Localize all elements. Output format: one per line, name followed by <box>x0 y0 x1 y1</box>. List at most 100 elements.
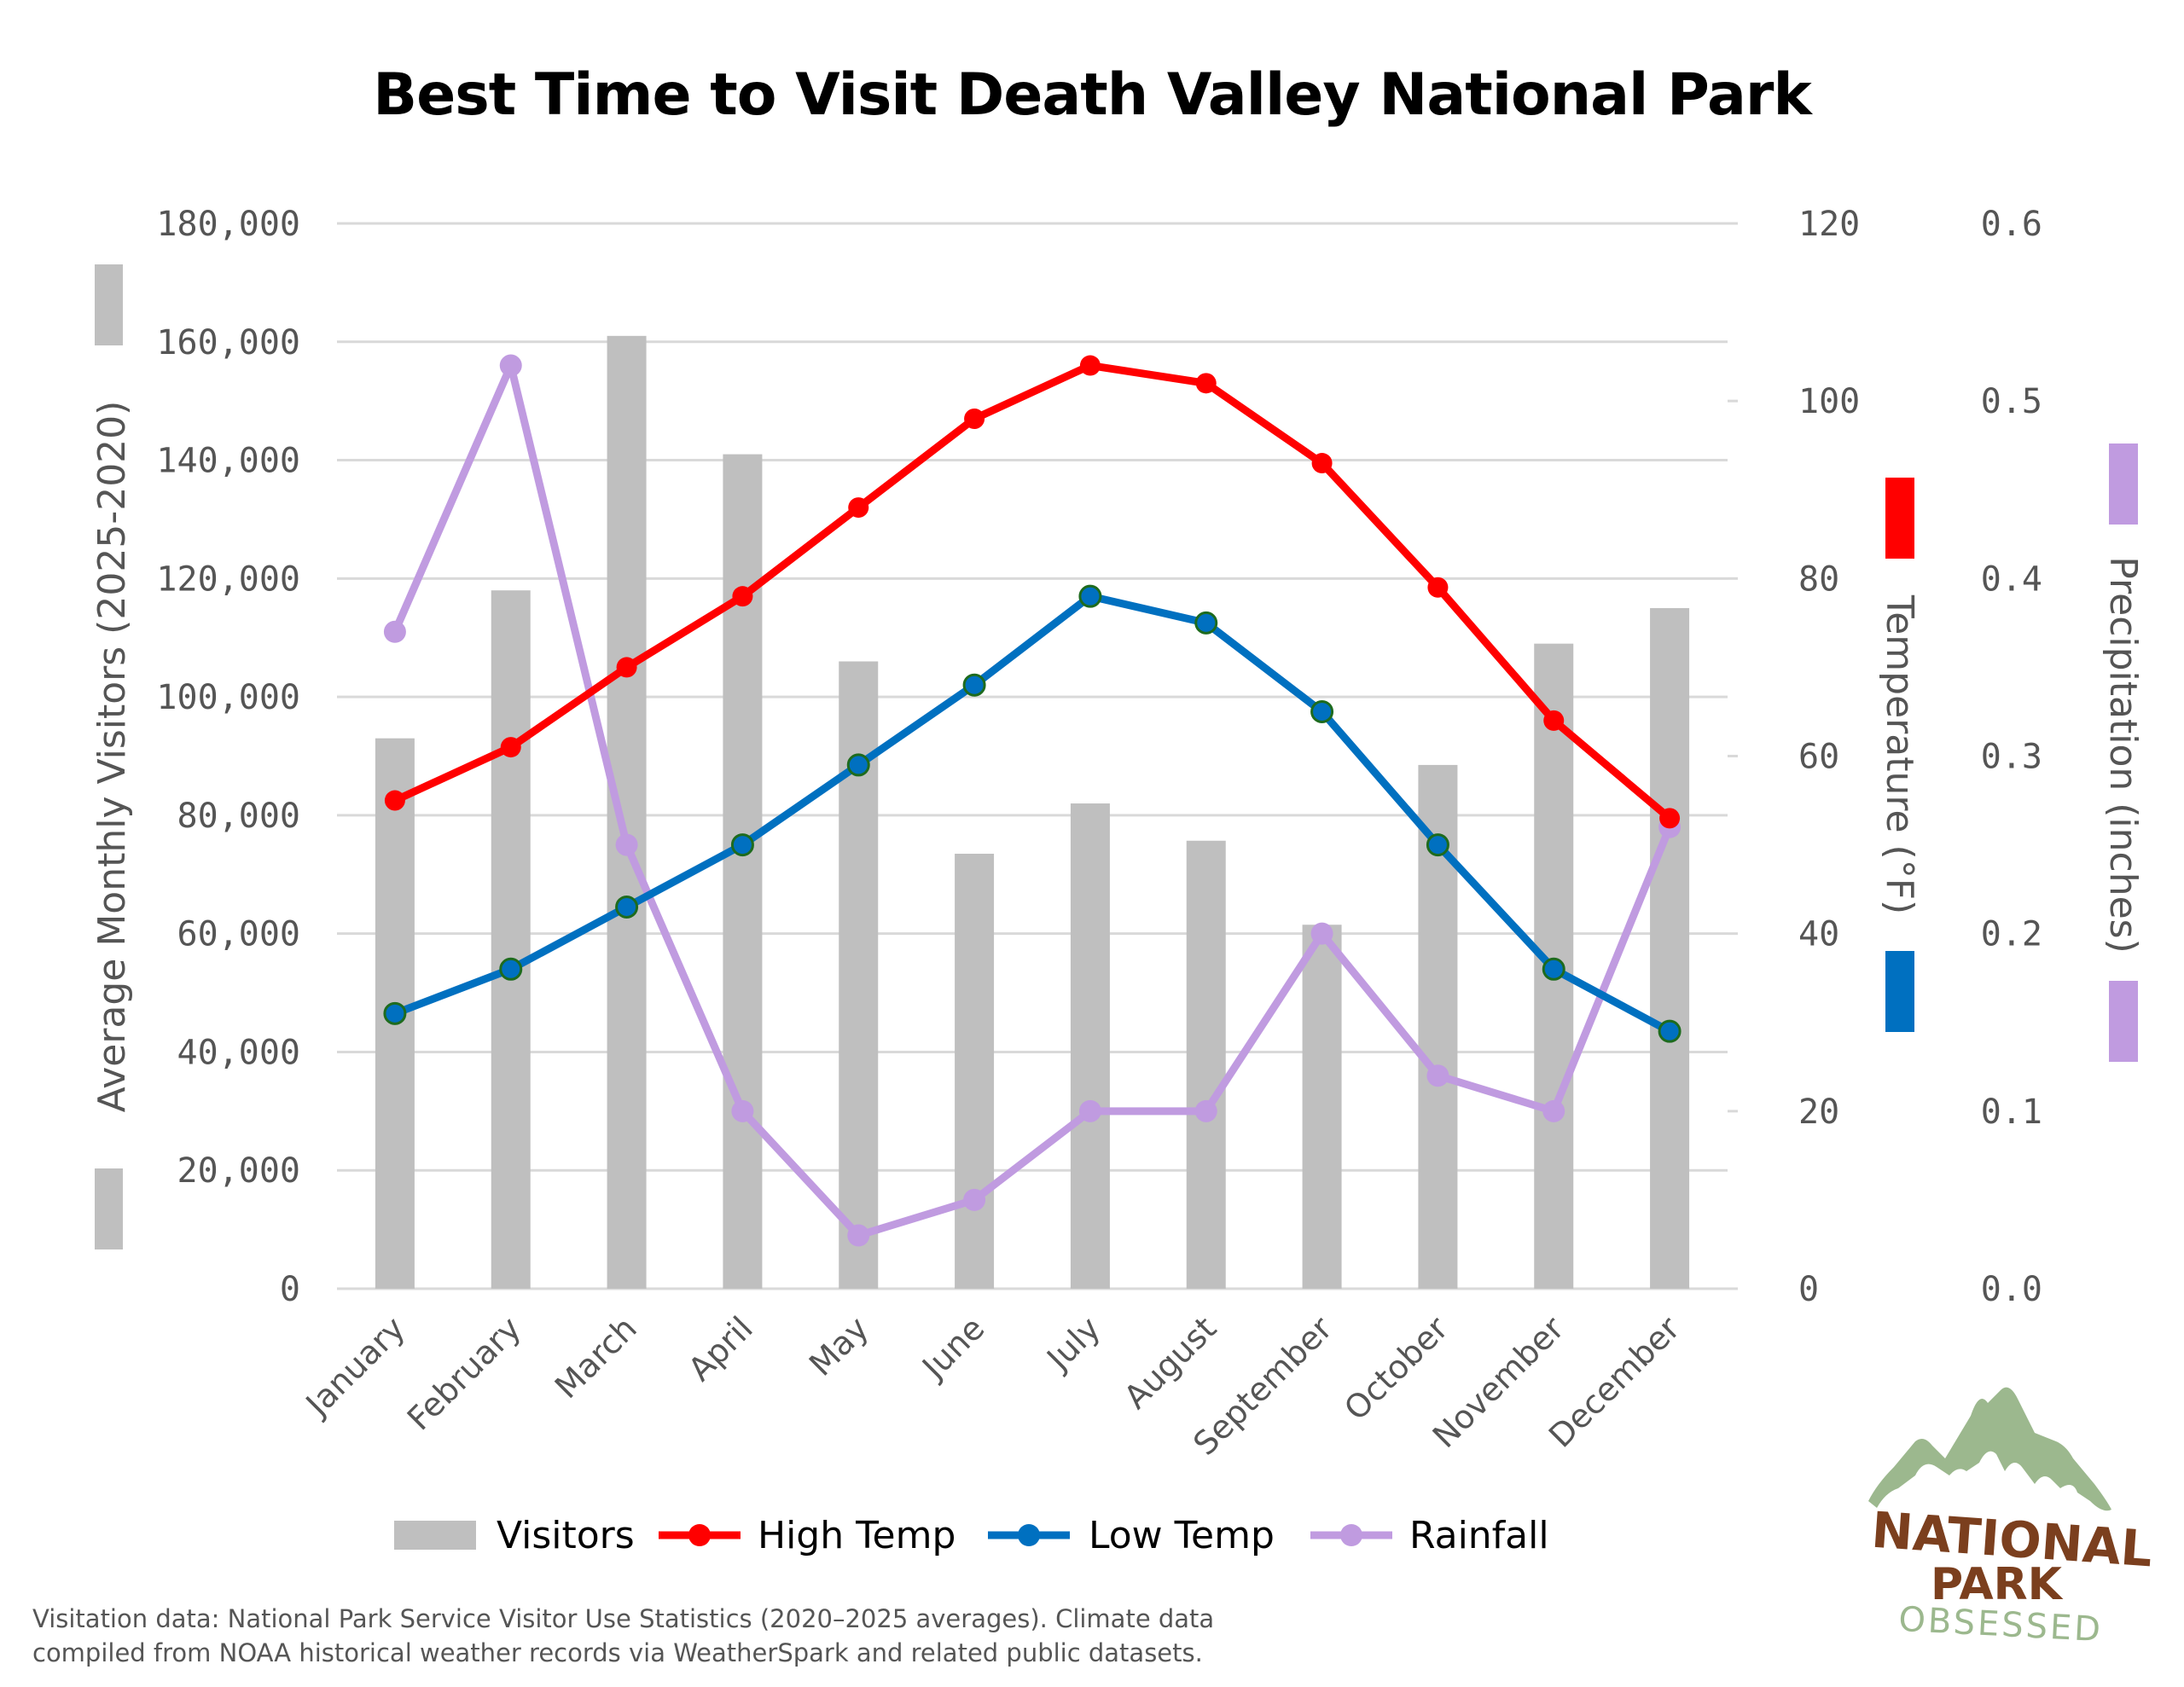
chart-title: Best Time to Visit Death Valley National… <box>373 61 1811 129</box>
precipitation-axis-ticks: 0.0 0.1 0.2 0.3 0.4 0.5 0.6 <box>1981 205 2042 1309</box>
legend-item-visitors[interactable]: Visitors <box>394 1514 635 1557</box>
low-temp-marker[interactable] <box>730 833 754 857</box>
visitor-bar[interactable] <box>723 454 763 1289</box>
left-tick-label: 60,000 <box>177 915 301 954</box>
visitors-swatch <box>394 1521 476 1550</box>
month-label: October <box>1337 1309 1455 1428</box>
precip-axis-marker-bottom <box>2109 981 2138 1062</box>
rainfall-marker[interactable] <box>847 1224 870 1247</box>
high-temp-marker[interactable] <box>384 790 405 811</box>
legend-item-rainfall[interactable]: Rainfall <box>1310 1514 1549 1557</box>
month-label: April <box>681 1309 760 1388</box>
left-tick-label: 180,000 <box>156 205 300 244</box>
left-tick-label: 0 <box>280 1270 300 1309</box>
line-series <box>383 354 1682 1247</box>
temperature-axis-ticks: 0 20 40 60 80 100 120 <box>1798 205 1860 1309</box>
low-temp-marker[interactable] <box>1658 1019 1682 1043</box>
source-footnote: Visitation data: National Park Service V… <box>32 1602 1214 1670</box>
high-temp-marker[interactable] <box>1427 577 1449 598</box>
left-tick-label: 140,000 <box>156 442 300 481</box>
legend-label-low-temp: Low Temp <box>1089 1514 1275 1557</box>
temp-tick-label: 120 <box>1798 205 1860 244</box>
visitor-bar[interactable] <box>491 590 531 1289</box>
high-temp-marker[interactable] <box>1659 808 1681 829</box>
low-temp-line <box>393 592 1672 1035</box>
month-label: May <box>802 1309 876 1383</box>
month-label: June <box>914 1309 991 1387</box>
low-temp-marker[interactable] <box>383 1001 407 1025</box>
precip-axis-marker-top <box>2109 443 2138 525</box>
rainfall-marker[interactable] <box>615 833 638 856</box>
low-temp-marker[interactable] <box>499 957 523 981</box>
high-temp-marker[interactable] <box>616 657 637 678</box>
logo-text-obsessed: OBSESSED <box>1897 1600 2104 1646</box>
rainfall-marker[interactable] <box>1542 1099 1565 1122</box>
visitor-bars <box>375 335 1690 1290</box>
high-temp-line <box>393 362 1672 821</box>
visitor-bar[interactable] <box>607 335 647 1290</box>
rainfall-marker[interactable] <box>731 1099 754 1122</box>
legend-item-low-temp[interactable]: Low Temp <box>988 1514 1275 1557</box>
low-temp-marker[interactable] <box>1194 611 1218 635</box>
high-temp-marker[interactable] <box>1079 355 1101 376</box>
visitors-axis-marker-bottom <box>95 1168 123 1249</box>
rainfall-marker[interactable] <box>963 1188 986 1211</box>
temp-tick-label: 40 <box>1798 915 1839 954</box>
rainfall-marker[interactable] <box>1194 1099 1217 1122</box>
high-temp-marker[interactable] <box>1543 710 1565 731</box>
precip-tick-label: 0.1 <box>1981 1093 2042 1132</box>
low-temp-marker[interactable] <box>1542 957 1565 981</box>
rainfall-marker[interactable] <box>1078 1099 1101 1122</box>
legend-label-rainfall: Rainfall <box>1409 1514 1549 1557</box>
low-temp-marker[interactable] <box>1426 833 1449 857</box>
legend: Visitors High Temp Low Temp Rainfall <box>394 1514 1549 1557</box>
footnote-line-1: Visitation data: National Park Service V… <box>32 1604 1215 1633</box>
precip-tick-label: 0.2 <box>1981 915 2042 954</box>
low-temp-marker[interactable] <box>1310 699 1334 723</box>
legend-item-high-temp[interactable]: High Temp <box>659 1514 956 1557</box>
high-temp-marker[interactable] <box>1311 453 1333 474</box>
left-tick-label: 20,000 <box>177 1151 301 1191</box>
rainfall-marker[interactable] <box>1426 1064 1449 1087</box>
temp-tick-label: 80 <box>1798 559 1839 599</box>
month-label: July <box>1038 1309 1107 1378</box>
low-temp-marker[interactable] <box>962 673 986 697</box>
precipitation-axis-title: Precipitation (inches) <box>2101 556 2145 954</box>
visitor-bar[interactable] <box>1302 925 1342 1289</box>
legend-label-visitors: Visitors <box>497 1514 635 1557</box>
temp-tick-label: 100 <box>1798 382 1860 421</box>
left-axis-ticks: 0 20,000 40,000 60,000 80,000 100,000 120,000 1… <box>156 205 300 1309</box>
low-temp-axis-marker <box>1885 951 1914 1032</box>
high-temp-marker[interactable] <box>500 737 521 758</box>
high-temp-marker[interactable] <box>732 586 753 607</box>
precip-tick-label: 0.4 <box>1981 559 2042 599</box>
high-temp-marker[interactable] <box>848 497 869 519</box>
mountain-icon <box>1868 1387 2111 1511</box>
rainfall-swatch-marker <box>1340 1524 1362 1546</box>
visitor-bar[interactable] <box>955 853 995 1289</box>
low-temp-marker[interactable] <box>615 895 639 919</box>
left-tick-label: 120,000 <box>156 559 300 599</box>
left-tick-label: 100,000 <box>156 678 300 717</box>
high-temp-marker[interactable] <box>1195 373 1217 394</box>
precip-tick-label: 0.3 <box>1981 738 2042 777</box>
high-temp-axis-marker <box>1885 478 1914 559</box>
month-label: January <box>298 1309 412 1423</box>
rainfall-marker[interactable] <box>383 620 406 643</box>
temperature-axis-title: Temperature (°F) <box>1878 594 1921 914</box>
footnote-line-2: compiled from NOAA historical weather re… <box>32 1638 1203 1667</box>
rainfall-marker[interactable] <box>499 354 522 377</box>
month-label: March <box>548 1309 644 1406</box>
low-temp-swatch-marker <box>1018 1524 1040 1546</box>
high-temp-marker[interactable] <box>964 408 985 429</box>
visitor-bar[interactable] <box>1650 608 1690 1289</box>
visitor-bar[interactable] <box>1186 840 1226 1289</box>
visitor-bar[interactable] <box>1070 803 1110 1289</box>
rainfall-marker[interactable] <box>1310 922 1333 945</box>
left-axis-title: Average Monthly Visitors (2025-2020) <box>90 401 134 1113</box>
low-temp-marker[interactable] <box>846 753 870 777</box>
left-tick-label: 160,000 <box>156 323 300 362</box>
visitors-axis-marker-top <box>95 264 123 345</box>
low-temp-marker[interactable] <box>1078 584 1102 608</box>
